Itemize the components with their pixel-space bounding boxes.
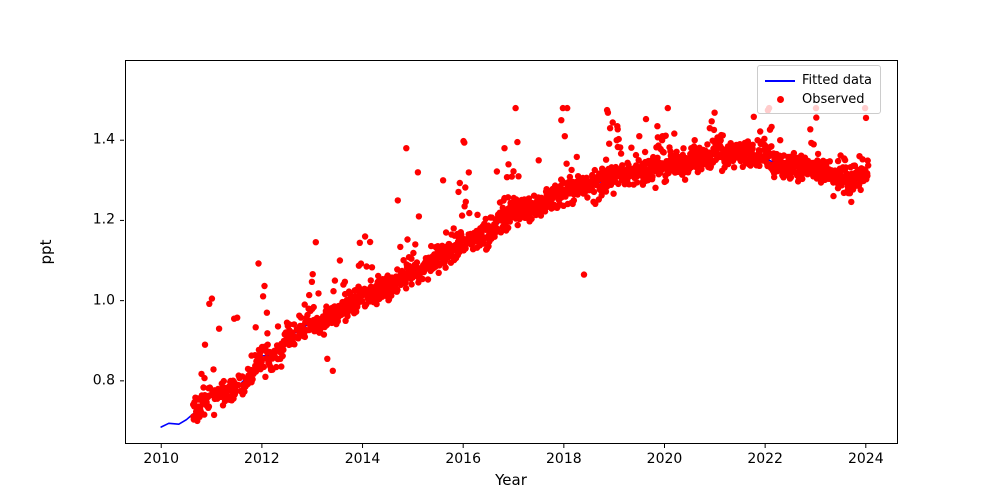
legend-line-swatch	[765, 79, 795, 82]
x-tick-label: 2024	[847, 451, 884, 467]
y-tick-label: 0.8	[92, 372, 115, 389]
y-axis-label: ppt	[37, 239, 55, 264]
x-tick-label: 2014	[344, 451, 381, 467]
legend: Fitted data Observed	[757, 65, 882, 114]
x-tick-label: 2016	[445, 451, 482, 467]
legend-label: Fitted data	[802, 73, 873, 88]
legend-dot-swatch	[765, 96, 795, 103]
x-axis-label: Year	[495, 471, 527, 489]
x-tick-label: 2022	[747, 451, 783, 467]
x-tick-label: 2018	[546, 451, 582, 467]
x-tick-label: 2010	[143, 451, 180, 467]
y-tick-label: 1.4	[92, 131, 115, 148]
x-tick-label: 2020	[646, 451, 683, 467]
legend-item-fitted: Fitted data	[765, 71, 872, 90]
y-tick-label: 1.2	[92, 211, 115, 228]
legend-label: Observed	[802, 92, 865, 107]
y-tick-label: 1.0	[92, 292, 115, 309]
legend-item-observed: Observed	[765, 90, 872, 109]
x-tick-label: 2012	[244, 451, 280, 467]
